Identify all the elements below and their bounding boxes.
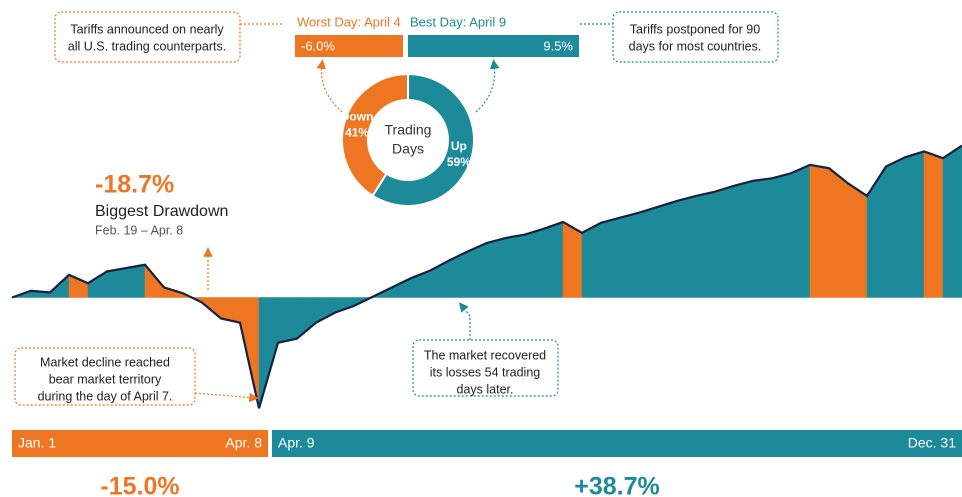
- slice-label: Down: [341, 109, 374, 123]
- overlay: Down 41% Up 59% Trading Days Worst Day: April …: [12, 14, 962, 497]
- annotation-text: bear market territory: [49, 372, 162, 386]
- area-segment: [125, 264, 146, 298]
- area-segment: [676, 195, 697, 298]
- period-bar: [272, 430, 962, 457]
- annotation-text: The market recovered: [424, 348, 546, 362]
- area-segment: [106, 267, 127, 298]
- day-bar: [295, 35, 403, 57]
- area-segment: [752, 178, 773, 298]
- area-segment: [657, 200, 678, 298]
- area-segment: [847, 182, 868, 298]
- area-segment: [923, 151, 944, 298]
- donut-title: Trading: [385, 122, 432, 138]
- annotation-text: Tariffs postponed for 90: [630, 22, 760, 36]
- area-segment: [828, 167, 849, 298]
- day-label: Worst Day: April 4: [297, 14, 401, 29]
- area-segment: [790, 164, 811, 298]
- period-start: Apr. 9: [278, 435, 315, 451]
- connector: [194, 392, 259, 403]
- area-segment: [562, 221, 583, 298]
- slice-label: Up: [451, 139, 467, 153]
- area-segment: [733, 180, 754, 298]
- area-segment: [391, 277, 412, 298]
- connector: [459, 302, 471, 340]
- day-bar: [408, 35, 579, 57]
- area-segment: [619, 212, 640, 298]
- period-start: Jan. 1: [18, 435, 56, 451]
- area-segment: [904, 151, 925, 298]
- area-segment: [942, 145, 962, 298]
- area-segment: [296, 297, 317, 340]
- period-return: -15.0%: [100, 473, 179, 497]
- area-segment: [486, 237, 507, 298]
- annotation-text: days for most countries.: [629, 39, 762, 53]
- area-segment: [543, 221, 564, 298]
- area-segment: [505, 234, 526, 298]
- area-segment: [771, 172, 792, 298]
- annotation-box: [612, 11, 779, 63]
- area-segment: [581, 222, 602, 298]
- area-segment: [277, 297, 298, 344]
- area-segment: [87, 271, 108, 298]
- area-segment: [524, 228, 545, 298]
- connector: [316, 59, 343, 113]
- period-bar: [12, 430, 268, 457]
- donut-slice: [341, 72, 409, 198]
- annotation-text: its losses 54 trading: [430, 365, 541, 379]
- annotation-text: days later.: [457, 382, 514, 396]
- area-segment: [885, 156, 906, 298]
- drawdown-value: -18.7%: [95, 171, 174, 199]
- area-segment: [600, 217, 621, 298]
- period-end: Apr. 8: [225, 435, 262, 451]
- period-end: Dec. 31: [908, 435, 956, 451]
- area-chart: [11, 144, 962, 409]
- day-value: -6.0%: [301, 38, 335, 53]
- annotation-text: Market decline reached: [40, 355, 170, 369]
- area-segment: [695, 191, 716, 298]
- annotation-box: [54, 11, 241, 63]
- area-segment: [315, 297, 336, 324]
- index-line: [11, 144, 962, 409]
- annotation-box: [14, 347, 196, 406]
- drawdown-title: Biggest Drawdown: [95, 203, 228, 220]
- annotation-box: [412, 339, 559, 397]
- annotation-text: Tariffs announced on nearly: [70, 22, 224, 36]
- connector: [475, 59, 500, 113]
- period-return: +38.7%: [574, 473, 660, 497]
- day-label: Best Day: April 9: [410, 14, 506, 29]
- area-segment: [638, 206, 659, 298]
- slice-value: 41%: [345, 125, 369, 139]
- slice-value: 59%: [447, 155, 471, 169]
- area-segment: [866, 165, 887, 298]
- day-value: 9.5%: [543, 38, 573, 53]
- annotation-text: during the day of April 7.: [38, 389, 173, 403]
- area-segment: [809, 164, 830, 298]
- annotation-text: all U.S. trading counterparts.: [68, 39, 226, 53]
- drawdown-dates: Feb. 19 – Apr. 8: [95, 223, 183, 237]
- donut-title: Days: [392, 141, 424, 157]
- donut-slice: [371, 72, 475, 207]
- area-segment: [714, 185, 735, 298]
